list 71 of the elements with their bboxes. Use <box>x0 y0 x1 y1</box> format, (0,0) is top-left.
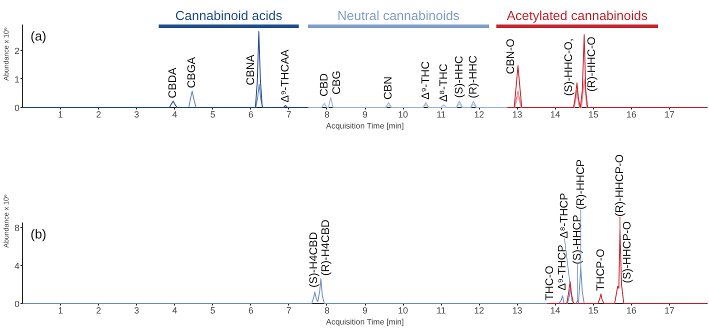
x-tick-label: 12 <box>474 110 484 120</box>
annotation: (S)-HHC-O, <box>562 38 575 96</box>
x-tick-label: 13 <box>512 306 522 316</box>
chart-title: (a) <box>30 28 46 44</box>
x-tick-label: 16 <box>626 110 636 120</box>
x-tick-label: 4 <box>172 110 178 120</box>
x-tick-label: 5 <box>210 110 216 120</box>
annotation: THC-O <box>544 265 556 300</box>
annotation: CBNA <box>244 54 257 86</box>
band-label: Neutral cannabinoids <box>337 8 460 23</box>
x-tick-label: 15 <box>588 306 598 316</box>
x-tick-label: 4 <box>172 306 178 316</box>
x-tick-label: 2 <box>96 110 102 120</box>
y-tick-label: 4 <box>14 260 20 271</box>
x-tick-label: 6 <box>248 110 254 120</box>
x-tick-label: 9 <box>362 110 368 120</box>
annotation: Δ⁹-THCP <box>556 244 569 291</box>
annotation: (S)-H4CBD <box>308 232 320 288</box>
x-tick-label: 7 <box>286 110 292 120</box>
x-tick-label: 17 <box>664 110 674 120</box>
x-tick-label: 10 <box>398 306 408 316</box>
annotation: (S)-HHC <box>453 56 466 98</box>
annotation: (R)-HHCP-O <box>614 154 626 217</box>
x-tick-label: 17 <box>664 306 674 316</box>
x-axis-title: Acquisition Time [min] <box>326 318 404 326</box>
x-tick-label: 8 <box>324 306 330 316</box>
annotation: Δ⁸-THC <box>438 64 450 102</box>
y-tick-label: 1 <box>14 74 20 84</box>
annotation: (R)-HHCP <box>574 159 587 210</box>
annotation: CBG <box>330 70 343 94</box>
x-tick-label: 5 <box>210 306 216 316</box>
x-tick-label: 10 <box>398 110 408 120</box>
y-tick-label: 0 <box>14 299 20 309</box>
x-tick-label: 6 <box>248 306 254 316</box>
band-label: Cannabinoid acids <box>175 8 283 23</box>
x-tick-label: 14 <box>550 306 560 316</box>
y-tick-label: 8 <box>14 222 20 233</box>
annotation: (R)-HHC <box>467 55 480 98</box>
x-axis-title: Acquisition Time [min] <box>326 122 404 130</box>
x-tick-label: 8 <box>324 110 330 120</box>
y-tick-label: 2 <box>14 46 20 56</box>
annotation: (S)-HHCP-O <box>622 220 634 284</box>
annotation: Δ⁹-THCAA <box>279 48 292 102</box>
annotation: Δ⁸-THCP <box>558 192 570 239</box>
annotation: (R)-HHC-O <box>586 36 598 92</box>
x-tick-label: 16 <box>626 306 636 316</box>
annotation: (R)-H4CBD <box>320 219 332 276</box>
annotation: Δ⁹-THC <box>420 61 432 100</box>
x-tick-label: 9 <box>362 306 368 316</box>
x-tick-label: 12 <box>474 306 484 316</box>
x-tick-label: 13 <box>512 110 522 120</box>
x-tick-label: 3 <box>134 306 140 316</box>
x-tick-label: 7 <box>286 306 292 316</box>
annotation: CBD <box>318 73 330 97</box>
band-label: Acetylated cannabinoids <box>506 8 648 23</box>
x-tick-label: 15 <box>588 110 598 120</box>
chart-title: (b) <box>30 226 46 242</box>
x-tick-label: 11 <box>436 110 446 120</box>
x-tick-label: 2 <box>96 306 102 316</box>
x-tick-label: 1 <box>58 306 64 316</box>
annotation: THCP-O <box>594 248 607 291</box>
x-tick-label: 14 <box>550 110 560 120</box>
annotation: CBDA <box>167 66 180 98</box>
x-tick-label: 3 <box>134 110 140 120</box>
x-tick-label: 1 <box>58 110 64 120</box>
annotation: CBN <box>382 76 395 100</box>
annotation: CBGA <box>186 56 198 88</box>
y-tick-label: 0 <box>14 103 20 113</box>
x-tick-label: 11 <box>436 306 446 316</box>
annotation: CBN-O <box>504 38 517 74</box>
annotation: (S)-HHCP <box>571 214 584 264</box>
